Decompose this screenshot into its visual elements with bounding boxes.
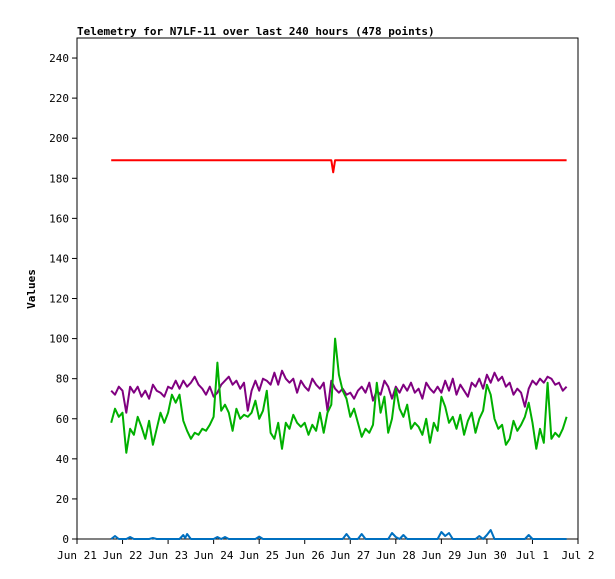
x-tick-label: Jun 28 <box>376 549 416 562</box>
x-tick-label: Jul 2 <box>561 549 594 562</box>
y-tick-label: 220 <box>49 92 69 105</box>
x-tick-label: Jun 30 <box>467 549 507 562</box>
x-tick-label: Jun 21 <box>57 549 97 562</box>
y-axis-label: Values <box>25 269 38 309</box>
x-tick-label: Jun 27 <box>330 549 370 562</box>
x-axis: Jun 21 Jun 22 Jun 23 Jun 24 Jun 25 Jun 26 Jun … <box>57 539 595 562</box>
x-tick-label: Jun 29 <box>421 549 461 562</box>
series-line-1 <box>111 159 567 174</box>
x-tick-label: Jun 24 <box>194 549 234 562</box>
y-tick-label: 200 <box>49 132 69 145</box>
y-tick-label: 240 <box>49 52 69 65</box>
y-tick-label: 100 <box>49 333 69 346</box>
y-tick-label: 120 <box>49 293 69 306</box>
y-tick-label: 20 <box>56 493 69 506</box>
series-group <box>110 159 568 540</box>
series-line-3 <box>110 337 568 454</box>
y-tick-label: 180 <box>49 172 69 185</box>
y-tick-label: 140 <box>49 252 69 265</box>
series-line-4 <box>110 529 567 540</box>
y-tick-label: 60 <box>56 413 69 426</box>
chart-title: Telemetry for N7LF-11 over last 240 hour… <box>77 25 435 38</box>
plot-area <box>76 37 579 540</box>
y-tick-label: 0 <box>62 533 69 546</box>
x-tick-label: Jul 1 <box>516 549 549 562</box>
y-tick-label: 40 <box>56 453 69 466</box>
series-line-2 <box>110 369 568 414</box>
y-tick-label: 80 <box>56 373 69 386</box>
y-axis: 0 20 40 60 80 100 120 140 160 180 200 220 240 <box>49 52 77 546</box>
x-tick-label: Jun 26 <box>285 549 325 562</box>
x-tick-label: Jun 22 <box>103 549 143 562</box>
x-tick-label: Jun 25 <box>239 549 279 562</box>
y-tick-label: 160 <box>49 212 69 225</box>
x-tick-label: Jun 23 <box>148 549 188 562</box>
